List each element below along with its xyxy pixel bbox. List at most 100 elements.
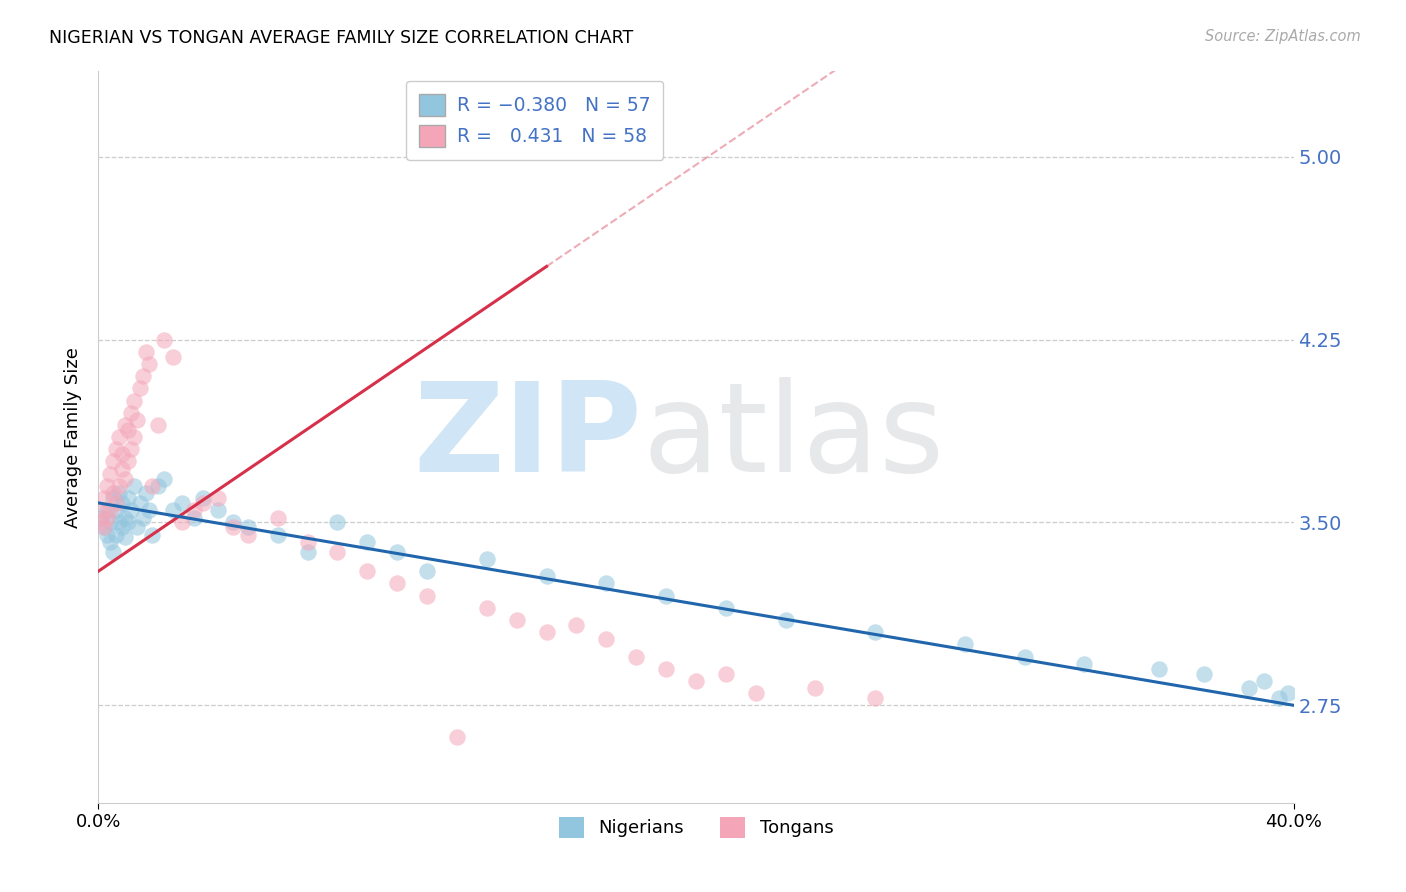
- Point: [1147, 662, 1170, 676]
- Text: Source: ZipAtlas.com: Source: ZipAtlas.com: [1205, 29, 1361, 44]
- Point: [236, 520, 259, 534]
- Point: [93, 520, 115, 534]
- Point: [114, 530, 136, 544]
- Point: [98, 535, 122, 549]
- Point: [714, 600, 737, 615]
- Point: [416, 589, 439, 603]
- Point: [111, 496, 134, 510]
- Point: [98, 503, 122, 517]
- Point: [105, 442, 128, 457]
- Point: [96, 503, 118, 517]
- Point: [655, 589, 678, 603]
- Point: [191, 491, 214, 505]
- Point: [93, 491, 115, 505]
- Point: [565, 617, 588, 632]
- Point: [127, 520, 149, 534]
- Point: [124, 393, 146, 408]
- Text: NIGERIAN VS TONGAN AVERAGE FAMILY SIZE CORRELATION CHART: NIGERIAN VS TONGAN AVERAGE FAMILY SIZE C…: [49, 29, 634, 46]
- Point: [236, 527, 259, 541]
- Point: [172, 516, 194, 530]
- Point: [127, 413, 149, 427]
- Point: [804, 681, 827, 696]
- Point: [191, 496, 214, 510]
- Point: [172, 496, 194, 510]
- Point: [103, 544, 125, 558]
- Point: [135, 486, 157, 500]
- Point: [108, 486, 131, 500]
- Point: [90, 510, 112, 524]
- Point: [141, 479, 163, 493]
- Point: [297, 535, 319, 549]
- Point: [90, 503, 112, 517]
- Point: [105, 496, 128, 510]
- Point: [103, 486, 125, 500]
- Point: [148, 417, 170, 432]
- Point: [98, 467, 122, 481]
- Text: ZIP: ZIP: [413, 376, 643, 498]
- Point: [207, 491, 229, 505]
- Point: [117, 454, 139, 468]
- Point: [1253, 673, 1275, 688]
- Point: [326, 516, 349, 530]
- Point: [714, 666, 737, 681]
- Point: [536, 625, 558, 640]
- Point: [120, 406, 142, 420]
- Point: [117, 516, 139, 530]
- Point: [595, 576, 617, 591]
- Point: [108, 516, 131, 530]
- Point: [114, 417, 136, 432]
- Point: [222, 516, 245, 530]
- Point: [416, 564, 439, 578]
- Point: [297, 544, 319, 558]
- Point: [103, 454, 125, 468]
- Point: [655, 662, 678, 676]
- Point: [114, 471, 136, 485]
- Point: [865, 625, 887, 640]
- Point: [1277, 686, 1299, 700]
- Point: [953, 637, 976, 651]
- Point: [385, 576, 409, 591]
- Point: [356, 564, 378, 578]
- Point: [96, 527, 118, 541]
- Point: [138, 357, 160, 371]
- Point: [129, 496, 152, 510]
- Point: [120, 503, 142, 517]
- Text: atlas: atlas: [643, 376, 945, 498]
- Point: [120, 442, 142, 457]
- Point: [148, 479, 170, 493]
- Point: [162, 350, 184, 364]
- Point: [536, 569, 558, 583]
- Point: [183, 510, 205, 524]
- Point: [90, 516, 112, 530]
- Legend: Nigerians, Tongans: Nigerians, Tongans: [551, 810, 841, 845]
- Point: [105, 527, 128, 541]
- Point: [626, 649, 648, 664]
- Point: [124, 479, 146, 493]
- Point: [138, 503, 160, 517]
- Y-axis label: Average Family Size: Average Family Size: [63, 347, 82, 527]
- Point: [162, 503, 184, 517]
- Point: [385, 544, 409, 558]
- Point: [865, 690, 887, 705]
- Point: [475, 600, 498, 615]
- Point: [475, 552, 498, 566]
- Point: [93, 520, 115, 534]
- Point: [183, 503, 205, 517]
- Point: [108, 430, 131, 444]
- Point: [326, 544, 349, 558]
- Point: [745, 686, 768, 700]
- Point: [222, 520, 245, 534]
- Point: [1192, 666, 1215, 681]
- Point: [135, 344, 157, 359]
- Point: [446, 730, 468, 744]
- Point: [153, 471, 176, 485]
- Point: [1237, 681, 1260, 696]
- Point: [685, 673, 707, 688]
- Point: [595, 632, 617, 647]
- Point: [96, 479, 118, 493]
- Point: [129, 381, 152, 395]
- Point: [506, 613, 529, 627]
- Point: [105, 503, 128, 517]
- Point: [98, 516, 122, 530]
- Point: [132, 369, 155, 384]
